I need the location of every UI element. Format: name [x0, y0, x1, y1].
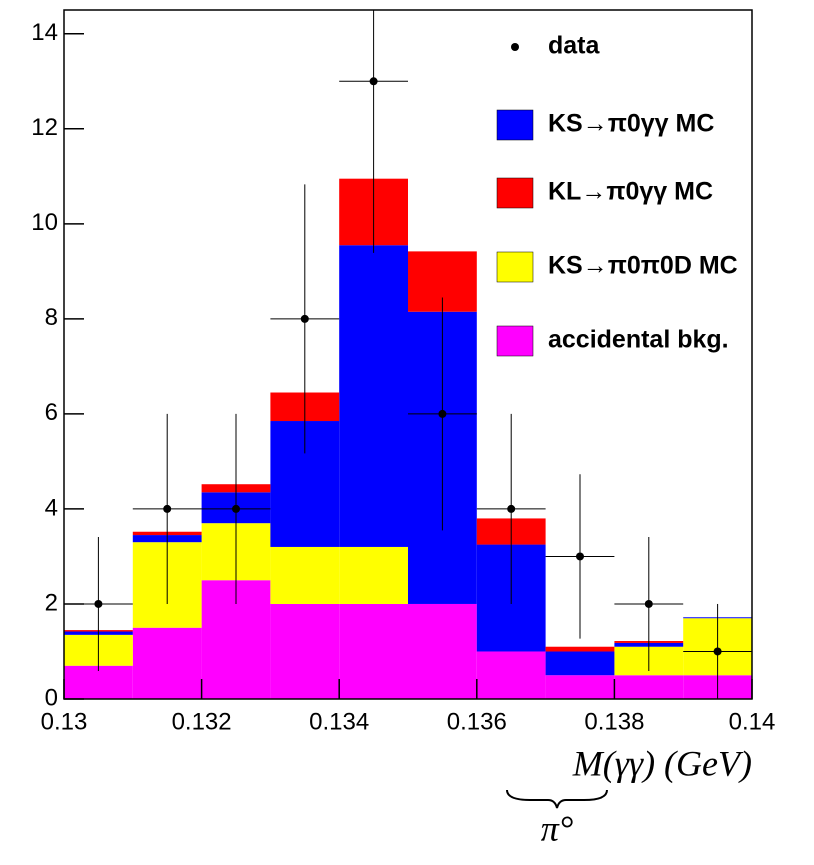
histogram-bar: [270, 546, 340, 604]
histogram-bar: [545, 646, 615, 652]
data-point: [94, 599, 103, 608]
y-tick-label: 4: [45, 494, 58, 521]
data-point: [438, 409, 447, 418]
frame: [63, 9, 753, 700]
histogram-bar: [339, 245, 408, 547]
histogram-bar: [64, 665, 133, 699]
x-tick-label: 0.13: [41, 708, 88, 735]
x-tick-label: 0.134: [309, 708, 369, 735]
legend-swatch: [496, 325, 534, 357]
x-axis-label: M(γγ) (GeV): [572, 743, 752, 783]
legend-swatch: [496, 251, 534, 283]
x-tick-label: 0.138: [584, 708, 644, 735]
y-tick-label: 2: [45, 589, 58, 616]
histogram-bar: [545, 675, 615, 699]
y-tick-label: 6: [45, 399, 58, 426]
legend-label: KL→π0γγ MC: [548, 178, 713, 206]
legend-swatch: [496, 109, 534, 141]
data-point: [507, 504, 516, 513]
histogram-bar: [339, 546, 408, 604]
y-tick-label: 0: [45, 684, 58, 711]
histogram-bar: [476, 651, 546, 699]
data-point: [713, 647, 722, 656]
data-point: [644, 599, 653, 608]
data-point: [163, 504, 172, 513]
histogram-bar: [339, 603, 408, 699]
y-tick-label: 14: [31, 19, 58, 46]
histogram-bar: [614, 675, 684, 699]
histogram-bar: [545, 651, 615, 676]
legend-marker: [511, 43, 519, 51]
legend-swatch: [496, 177, 534, 209]
legend-label: accidental bkg.: [548, 326, 729, 354]
histogram-bar: [270, 603, 340, 699]
data-point: [369, 77, 378, 86]
legend-label: KS→π0γγ MC: [548, 110, 714, 138]
data-point: [300, 314, 309, 323]
y-tick-label: 12: [31, 114, 58, 141]
y-tick-label: 10: [31, 209, 58, 236]
x-tick-label: 0.132: [172, 708, 232, 735]
data-point: [232, 504, 240, 513]
y-tick-label: 8: [45, 304, 58, 331]
histogram-bar: [408, 603, 477, 699]
x-axis-annotation: π°: [541, 808, 573, 848]
underbrace: [506, 789, 608, 809]
legend-label: data: [548, 32, 601, 60]
data-point: [576, 552, 584, 561]
histogram-bar: [132, 627, 202, 699]
x-tick-label: 0.14: [729, 708, 776, 735]
legend-label: KS→π0π0D MC: [548, 252, 738, 280]
x-tick-label: 0.136: [447, 708, 507, 735]
